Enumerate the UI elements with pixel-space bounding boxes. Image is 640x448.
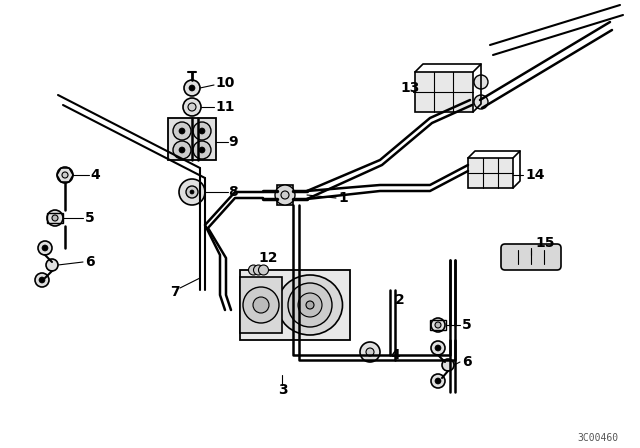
Circle shape [298, 293, 322, 317]
Text: 13: 13 [400, 81, 419, 95]
Text: 1: 1 [338, 191, 348, 205]
Circle shape [435, 378, 441, 384]
Circle shape [193, 122, 211, 140]
Circle shape [306, 301, 314, 309]
Bar [47, 213, 63, 223]
Circle shape [52, 215, 58, 221]
Circle shape [275, 185, 295, 205]
Circle shape [62, 172, 68, 178]
Text: 5: 5 [462, 318, 472, 332]
Circle shape [366, 348, 374, 356]
Circle shape [179, 147, 185, 153]
Circle shape [431, 318, 445, 332]
Circle shape [35, 273, 49, 287]
Text: 14: 14 [525, 168, 545, 182]
Bar [240, 277, 282, 333]
Circle shape [42, 245, 48, 251]
Text: 10: 10 [215, 76, 234, 90]
Ellipse shape [278, 275, 342, 335]
Circle shape [360, 342, 380, 362]
Text: 6: 6 [85, 255, 95, 269]
Text: 4: 4 [90, 168, 100, 182]
FancyBboxPatch shape [501, 244, 561, 270]
Bar [168, 118, 216, 160]
Text: 7: 7 [170, 285, 180, 299]
Text: 9: 9 [228, 135, 237, 149]
Circle shape [248, 265, 259, 275]
Bar [415, 72, 473, 112]
Circle shape [183, 98, 201, 116]
Text: 15: 15 [535, 236, 554, 250]
Circle shape [474, 75, 488, 89]
Circle shape [199, 128, 205, 134]
Circle shape [173, 122, 191, 140]
Circle shape [189, 85, 195, 91]
Text: 8: 8 [228, 185, 237, 199]
Bar [430, 320, 446, 330]
Circle shape [253, 265, 264, 275]
Circle shape [179, 179, 205, 205]
Circle shape [199, 147, 205, 153]
Bar [468, 158, 513, 188]
Text: 11: 11 [215, 100, 234, 114]
Circle shape [188, 103, 196, 111]
Text: 4: 4 [390, 348, 400, 362]
Bar [240, 270, 350, 340]
Circle shape [442, 359, 454, 371]
Text: 5: 5 [85, 211, 95, 225]
Circle shape [46, 259, 58, 271]
Circle shape [47, 210, 63, 226]
Circle shape [431, 341, 445, 355]
Circle shape [184, 80, 200, 96]
Circle shape [190, 190, 194, 194]
Circle shape [259, 265, 269, 275]
Text: 3: 3 [278, 383, 287, 397]
Circle shape [243, 287, 279, 323]
Circle shape [281, 191, 289, 199]
Circle shape [186, 186, 198, 198]
Circle shape [173, 141, 191, 159]
Circle shape [474, 95, 488, 109]
Circle shape [435, 345, 441, 351]
Text: 6: 6 [462, 355, 472, 369]
Text: 2: 2 [395, 293, 404, 307]
Circle shape [179, 128, 185, 134]
Circle shape [435, 322, 441, 328]
Bar [277, 185, 293, 205]
Circle shape [38, 241, 52, 255]
Text: 3C00460: 3C00460 [577, 433, 619, 443]
Circle shape [193, 141, 211, 159]
Circle shape [431, 374, 445, 388]
Circle shape [288, 283, 332, 327]
Circle shape [39, 277, 45, 283]
Text: 12: 12 [258, 251, 278, 265]
Circle shape [57, 167, 73, 183]
Circle shape [253, 297, 269, 313]
